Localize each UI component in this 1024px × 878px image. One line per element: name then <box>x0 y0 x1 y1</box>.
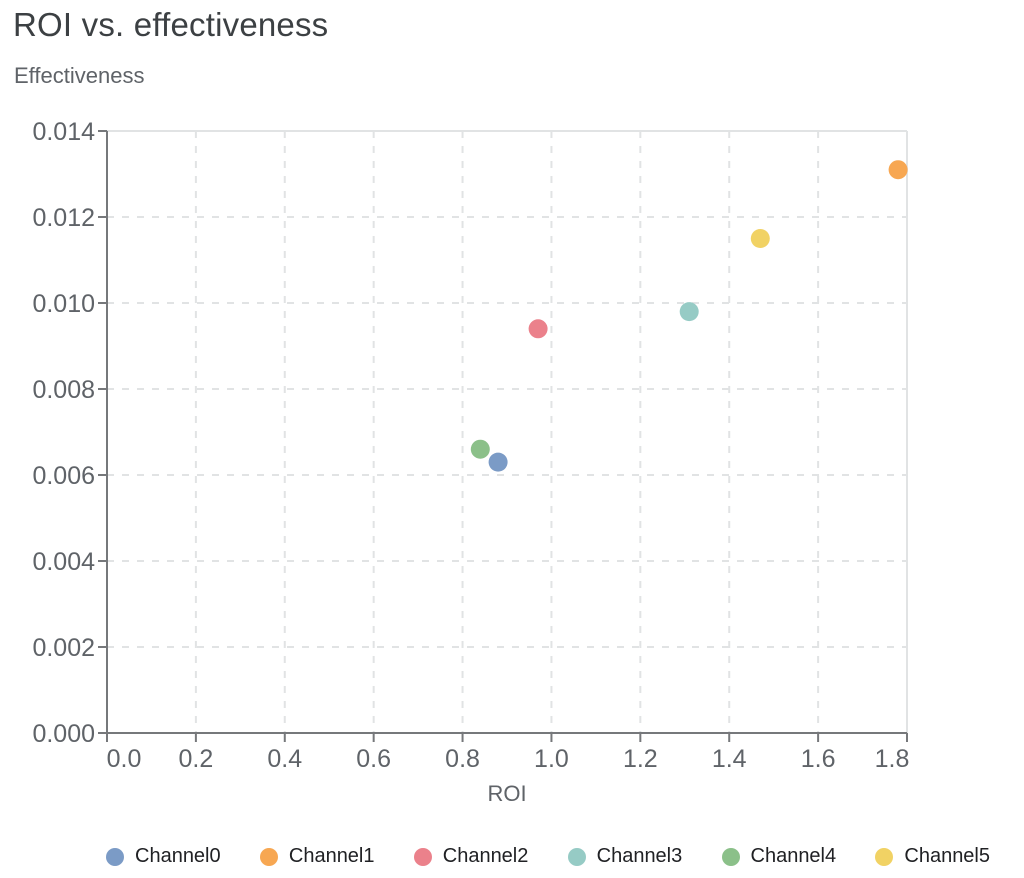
point-channel1[interactable] <box>888 160 908 180</box>
legend-label: Channel0 <box>135 845 221 867</box>
legend-label: Channel4 <box>750 845 837 867</box>
chart-title: ROI vs. effectiveness <box>13 6 329 43</box>
y-tick-label: 0.008 <box>32 376 95 404</box>
y-tick-label: 0.012 <box>32 204 95 232</box>
y-tick-label: 0.002 <box>32 634 95 662</box>
legend-item-channel3[interactable]: Channel3 <box>567 845 683 868</box>
legend-dot-icon <box>875 847 894 866</box>
legend-label: Channel3 <box>596 845 683 867</box>
y-tick-label: 0.010 <box>32 290 95 318</box>
x-tick-label: 1.2 <box>623 745 658 773</box>
legend-dot-icon <box>413 847 432 866</box>
y-tick-label: 0.000 <box>32 720 95 748</box>
legend-item-channel2[interactable]: Channel2 <box>413 845 529 868</box>
scatter-plot: 0.000 0.002 0.004 0.006 0.008 0.010 0.012 0.014… <box>32 118 910 806</box>
x-axis-label: ROI <box>487 781 526 806</box>
y-axis-label: Effectiveness <box>14 63 145 88</box>
y-tick-label: 0.004 <box>32 548 95 576</box>
legend-item-channel1[interactable]: Channel1 <box>259 845 375 868</box>
legend-dot-icon <box>259 847 278 866</box>
point-channel5[interactable] <box>750 229 770 248</box>
x-tick-label: 1.8 <box>875 745 910 773</box>
legend-label: Channel2 <box>442 845 529 867</box>
x-tick-label: 0.2 <box>179 745 214 773</box>
point-channel0[interactable] <box>488 452 508 472</box>
legend-dot-icon <box>567 847 586 866</box>
x-tick-label: 1.6 <box>801 745 836 773</box>
legend-item-channel4[interactable]: Channel4 <box>721 845 837 868</box>
legend-label: Channel1 <box>288 845 375 867</box>
legend: Channel0 Channel1 Channel2 Channel3 Channel4… <box>106 845 990 868</box>
point-channel3[interactable] <box>679 302 699 322</box>
y-tick-label: 0.014 <box>32 118 95 146</box>
legend-dot-icon <box>106 847 124 866</box>
point-channel4[interactable] <box>470 439 490 459</box>
x-tick-label: 0.8 <box>445 745 480 773</box>
legend-item-channel5[interactable]: Channel5 <box>875 845 990 868</box>
x-tick-label: 1.0 <box>534 745 569 773</box>
x-tick-label: 0.4 <box>267 745 302 773</box>
x-tick-label: 0.0 <box>107 745 142 773</box>
legend-item-channel0[interactable]: Channel0 <box>106 845 221 868</box>
legend-label: Channel5 <box>904 845 990 867</box>
y-tick-label: 0.006 <box>32 462 95 490</box>
x-tick-label: 1.4 <box>712 745 747 773</box>
x-tick-label: 0.6 <box>356 745 391 773</box>
legend-dot-icon <box>721 847 740 866</box>
point-channel2[interactable] <box>528 319 548 339</box>
